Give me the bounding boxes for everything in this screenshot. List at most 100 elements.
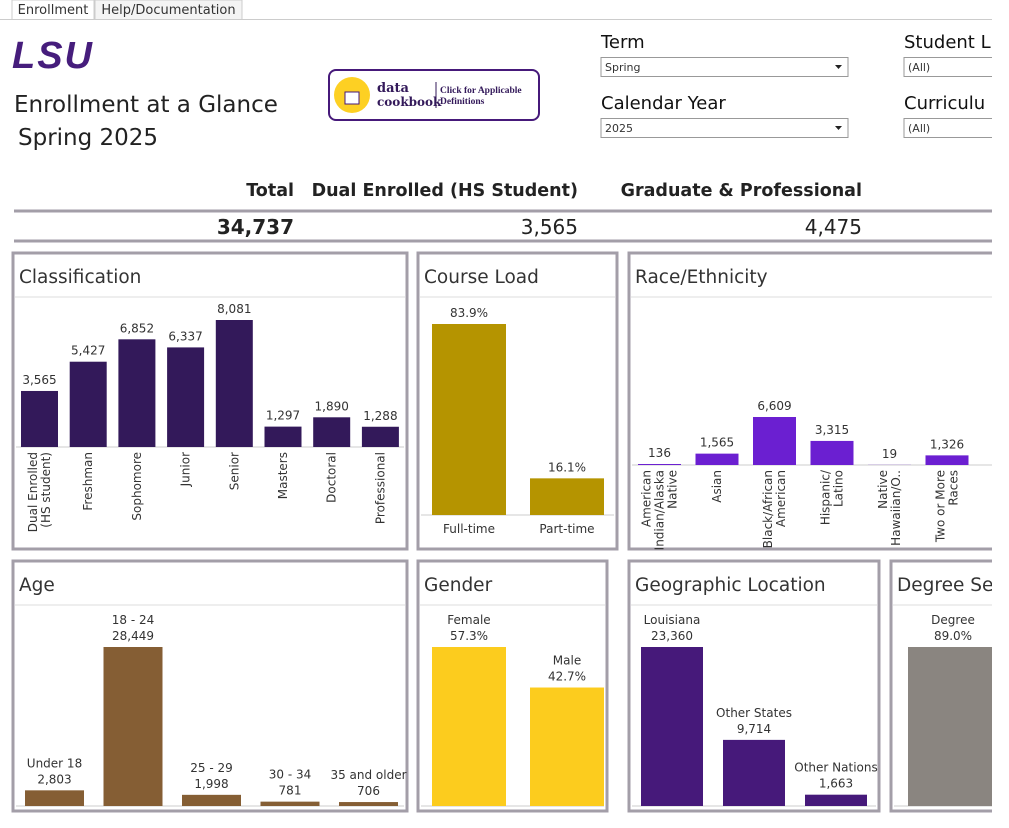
- value-label: 57.3%: [450, 629, 488, 643]
- panel-frame: [627, 251, 992, 551]
- bar: [21, 390, 58, 447]
- cookbook-brand: cookbook: [377, 95, 442, 109]
- category-label: Degree: [931, 613, 975, 627]
- filter-label: Calendar Year: [601, 93, 726, 114]
- cookbook-icon-chart: [344, 91, 360, 105]
- category-label: Under 18: [27, 756, 82, 770]
- dropdown-arrow[interactable]: [835, 126, 842, 130]
- chart-title: Classification: [19, 267, 141, 288]
- bar: [908, 647, 992, 806]
- filter-dropdown[interactable]: [600, 57, 849, 77]
- value-label: 1,663: [819, 777, 853, 791]
- value-label: 9,714: [737, 722, 771, 736]
- dashboard-title: Enrollment at a Glance: [14, 92, 278, 118]
- bar: [805, 794, 867, 806]
- bar: [753, 417, 796, 465]
- value-label: 1,565: [700, 436, 734, 450]
- value-label: 2,803: [37, 772, 71, 786]
- category-label: Part-time: [539, 522, 594, 536]
- value-label: 8,081: [217, 302, 251, 316]
- category-label: Junior: [179, 452, 193, 487]
- bar: [530, 478, 604, 515]
- category-label: 30 - 34: [269, 768, 312, 782]
- bar: [313, 417, 351, 447]
- bar: [925, 455, 969, 465]
- category-label-line: Doctoral: [325, 452, 339, 503]
- category-label-line: Indian/Alaska: [653, 470, 667, 550]
- chart-title: Geographic Location: [635, 575, 826, 596]
- filter-value[interactable]: (All): [908, 61, 930, 74]
- chart-panel: Classification 3,565 Dual Enrolled(HS stud…: [11, 251, 409, 551]
- value-label: 6,609: [757, 399, 791, 413]
- category-label-line: Latino: [832, 470, 846, 507]
- category-label-line: Senior: [227, 452, 241, 490]
- filter-dropdown[interactable]: [600, 118, 849, 138]
- bar: [103, 647, 163, 806]
- chart-title: Race/Ethnicity: [635, 267, 768, 288]
- chart-title: Degree See: [897, 575, 1005, 596]
- filter-value[interactable]: 2025: [605, 122, 633, 135]
- category-label-line: Black/African: [761, 470, 775, 548]
- dropdown-arrow[interactable]: [835, 65, 842, 69]
- category-label-line: Masters: [276, 452, 290, 499]
- category-label: Black/AfricanAmerican: [761, 470, 788, 548]
- tab-label[interactable]: Enrollment: [18, 3, 89, 18]
- category-label-line: (HS student): [39, 452, 53, 528]
- category-label: Senior: [227, 452, 241, 490]
- bar: [361, 426, 399, 447]
- chart-title: Age: [19, 575, 55, 596]
- value-label: 28,449: [112, 629, 154, 643]
- category-label-line: Professional: [373, 452, 387, 524]
- bar: [264, 426, 302, 447]
- bar: [182, 794, 241, 806]
- kpi-label: Graduate & Professional: [621, 181, 862, 201]
- cookbook-link-text[interactable]: Definitions: [440, 97, 485, 107]
- category-label-line: Asian: [710, 470, 724, 503]
- filter-dropdown[interactable]: [903, 57, 1009, 77]
- category-label: Male: [553, 654, 581, 668]
- bar: [25, 790, 84, 806]
- bar: [530, 687, 604, 806]
- logo: LSU: [12, 35, 94, 77]
- tab-label[interactable]: Help/Documentation: [101, 3, 235, 18]
- cookbook-brand: data: [377, 81, 410, 96]
- bar: [432, 324, 506, 515]
- filter-value[interactable]: Spring: [605, 61, 641, 74]
- category-label-line: Native: [666, 470, 680, 509]
- bar: [695, 453, 739, 465]
- category-label: Full-time: [443, 522, 495, 536]
- filter-label: Term: [600, 32, 645, 53]
- kpi-value: 3,565: [521, 215, 578, 239]
- bar: [723, 739, 785, 806]
- filter-value[interactable]: (All): [908, 122, 930, 135]
- bar: [641, 647, 703, 806]
- bar: [339, 802, 398, 806]
- value-label: 781: [279, 784, 302, 798]
- bar: [810, 440, 854, 465]
- cookbook-frame[interactable]: [328, 69, 540, 121]
- category-label-line: Races: [947, 470, 961, 506]
- filter-label: Student L: [904, 32, 991, 53]
- dashboard-subtitle: Spring 2025: [18, 125, 158, 151]
- value-label: 6,337: [168, 329, 202, 343]
- tab[interactable]: [94, 0, 243, 20]
- category-label: AmericanIndian/AlaskaNative: [640, 470, 680, 550]
- tab[interactable]: [11, 0, 95, 20]
- value-label: 136: [648, 446, 671, 460]
- chart-panel: Degree See 89.0% Degree: [889, 559, 1005, 813]
- cookbook-link-text[interactable]: Click for Applicable: [440, 86, 522, 96]
- panel-frame: [11, 559, 409, 813]
- category-label-line: Freshman: [81, 452, 95, 511]
- category-label: Asian: [710, 470, 724, 503]
- category-label-line: Junior: [179, 452, 193, 487]
- chart-panel: Gender 57.3% Female 42.7% Male: [416, 559, 609, 813]
- chart-title: Gender: [424, 575, 493, 596]
- category-label: Hispanic/Latino: [819, 469, 846, 525]
- category-label: Female: [447, 613, 490, 627]
- category-label: Other States: [716, 706, 792, 720]
- filter-dropdown[interactable]: [903, 118, 1009, 138]
- chart-panel: Age 2,803 Under 18 28,449 18 - 24 1,998 25 - 2…: [11, 559, 409, 813]
